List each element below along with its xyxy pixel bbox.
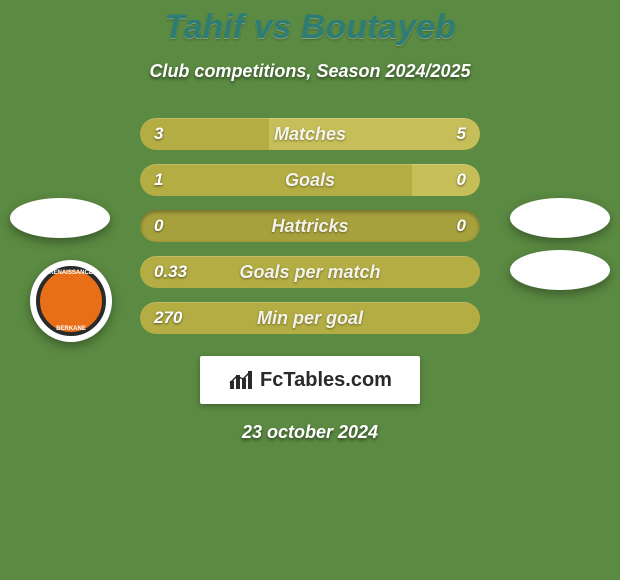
comparison-infographic: Tahif vs Boutayeb Club competitions, Sea… — [0, 0, 620, 580]
bar-label: Hattricks — [140, 210, 480, 242]
date-text: 23 october 2024 — [0, 422, 620, 443]
comparison-bars: Matches35Goals10Hattricks00Goals per mat… — [140, 118, 480, 334]
page-title: Tahif vs Boutayeb — [0, 0, 620, 47]
bar-value-right: 0 — [457, 164, 466, 196]
bar-value-left: 3 — [154, 118, 163, 150]
stat-bar: Matches3 5 — [140, 118, 480, 150]
stat-bar: Hattricks0 0 — [140, 210, 480, 242]
branding-badge: FcTables.com — [200, 356, 420, 404]
stat-bar: Goals1 0 — [140, 164, 480, 196]
bar-value-right: 0 — [457, 210, 466, 242]
subtitle: Club competitions, Season 2024/2025 — [0, 61, 620, 82]
bar-value-left: 1 — [154, 164, 163, 196]
bar-label: Min per goal — [140, 302, 480, 334]
bar-chart-icon — [228, 369, 254, 391]
branding-text: FcTables.com — [260, 369, 392, 392]
emblem-text-bottom: BERKANE — [36, 326, 106, 332]
stat-bar: Goals per match0.33 — [140, 256, 480, 288]
player-right-badge-placeholder — [510, 198, 610, 238]
bar-label: Goals per match — [140, 256, 480, 288]
player-left-badge-placeholder — [10, 198, 110, 238]
club-right-badge-placeholder — [510, 250, 610, 290]
bar-value-left: 0 — [154, 210, 163, 242]
club-left-badge: RENAISSANCE BERKANE — [30, 260, 112, 342]
bar-value-left: 0.33 — [154, 256, 187, 288]
bar-label: Matches — [140, 118, 480, 150]
club-emblem: RENAISSANCE BERKANE — [36, 266, 106, 336]
bar-label: Goals — [140, 164, 480, 196]
bar-value-right: 5 — [457, 118, 466, 150]
emblem-text-top: RENAISSANCE — [36, 270, 106, 276]
bar-value-left: 270 — [154, 302, 182, 334]
stat-bar: Min per goal270 — [140, 302, 480, 334]
